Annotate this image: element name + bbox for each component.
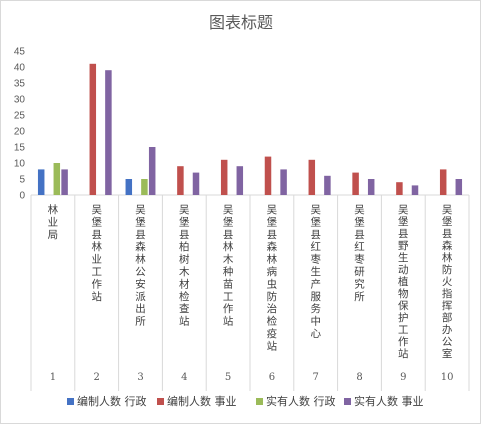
category-label: 吴堡县柏树木材检查站 — [179, 204, 190, 328]
bar — [280, 169, 287, 195]
legend-label: 编制人数 行政 — [77, 394, 147, 408]
bar — [141, 179, 148, 195]
category-label: 吴堡县红枣研究所 — [354, 204, 365, 303]
y-tick-label: 0 — [19, 191, 25, 202]
legend-label: 实有人数 事业 — [354, 394, 424, 408]
category-label: 吴堡县森林防火指挥部办公室 — [442, 204, 453, 360]
y-tick-label: 40 — [14, 63, 26, 74]
y-tick-label: 20 — [14, 127, 26, 138]
bar — [61, 169, 68, 195]
category-number: 3 — [137, 372, 143, 383]
y-tick-label: 25 — [14, 111, 26, 122]
bar — [439, 169, 447, 195]
chart-title: 图表标题 — [209, 13, 273, 32]
category-label: 吴堡县红枣生产服务中心 — [310, 204, 321, 340]
category-number: 7 — [313, 372, 319, 383]
bar — [264, 156, 272, 195]
category-label: 林业局 — [48, 203, 59, 241]
bar — [455, 179, 463, 195]
bar — [125, 179, 133, 195]
legend-label: 编制人数 事业 — [167, 394, 237, 408]
category-number: 6 — [269, 372, 275, 383]
bar — [105, 70, 112, 195]
y-tick-label: 10 — [14, 159, 26, 170]
bar — [367, 179, 375, 195]
bar — [177, 166, 184, 195]
category-number: 9 — [400, 372, 406, 383]
bar — [37, 169, 45, 195]
category-label: 吴堡县森林病虫防治检疫站 — [267, 204, 278, 352]
category-number: 8 — [356, 372, 362, 383]
legend-swatch — [256, 398, 263, 405]
legend-label: 实有人数 行政 — [266, 394, 336, 408]
category-number: 5 — [225, 372, 231, 383]
bars — [37, 63, 463, 195]
category-label: 吴堡县森林公安派出所 — [135, 204, 146, 328]
legend: 编制人数 行政 编制人数 事业 实有人数 行政 实有人数 事业 — [67, 394, 424, 408]
category-number: 2 — [94, 372, 100, 383]
category-label: 吴堡县林木种苗工作站 — [223, 204, 234, 328]
y-tick-label: 35 — [14, 79, 26, 90]
bar — [236, 166, 244, 195]
y-tick-label: 15 — [14, 143, 26, 154]
bar — [220, 159, 228, 195]
category-label: 吴堡县野生动植物保护工作站 — [398, 204, 409, 360]
legend-swatch — [157, 398, 164, 405]
bar — [352, 172, 359, 195]
bar — [396, 182, 403, 195]
category-number: 10 — [441, 372, 454, 383]
bar — [324, 175, 331, 195]
category-labels: 林业局 1 吴堡县林业工作站 2 吴堡县森林公安派出所 3 吴堡县柏树木材检查站 4 吴堡县林木… — [48, 203, 454, 383]
category-label: 吴堡县林业工作站 — [91, 204, 102, 303]
bar — [192, 172, 200, 195]
bar — [53, 163, 61, 195]
legend-swatch — [67, 398, 74, 405]
bar — [148, 147, 156, 195]
category-number: 4 — [181, 372, 187, 383]
bar — [89, 63, 97, 195]
y-tick-label: 45 — [14, 47, 26, 58]
y-tick-label: 30 — [14, 95, 26, 106]
bar — [308, 159, 316, 195]
bar — [411, 185, 419, 195]
legend-swatch — [344, 398, 351, 405]
category-number: 1 — [50, 372, 56, 383]
y-tick-label: 5 — [19, 175, 25, 186]
